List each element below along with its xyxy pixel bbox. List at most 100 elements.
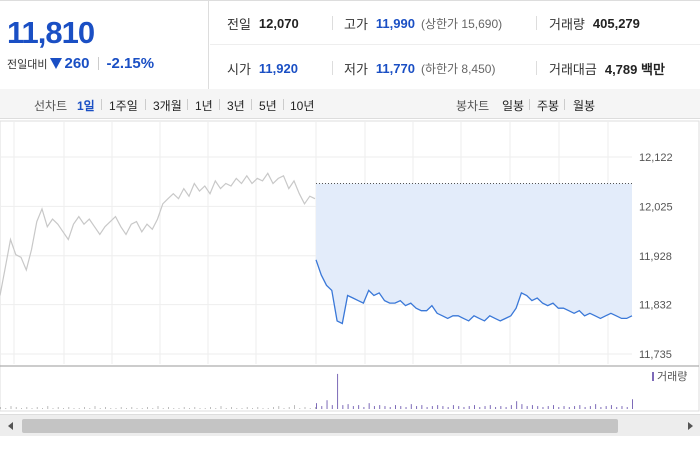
- volume-bar: [120, 407, 122, 409]
- volume-bar: [204, 408, 206, 409]
- tab-1-year[interactable]: 1년: [195, 99, 213, 113]
- stats-divider: [332, 16, 333, 30]
- volume-bar: [395, 405, 396, 409]
- y-tick-label: 11,735: [639, 349, 672, 361]
- tab-10-years[interactable]: 10년: [290, 99, 315, 113]
- volume-legend-label: 거래량: [657, 370, 687, 383]
- change-row: 전일대비 260 -2.15%: [7, 55, 154, 72]
- volume-bar: [15, 407, 17, 409]
- open-value: 11,920: [258, 60, 298, 76]
- stats-divider: [536, 61, 537, 75]
- volume-bar: [521, 404, 523, 409]
- volume-bar: [447, 407, 449, 409]
- volume-bar: [31, 408, 33, 409]
- tab-daily-candle[interactable]: 일봉: [502, 99, 525, 113]
- volume-bar: [63, 408, 64, 409]
- today-price-line: [315, 259, 633, 325]
- tab-divider: [145, 99, 146, 110]
- trade-value-cell: 거래대금 4,789 백만: [549, 46, 665, 90]
- volume-bar: [157, 406, 159, 409]
- tab-3-years[interactable]: 3년: [227, 99, 245, 113]
- today-area-fill: [316, 183, 632, 324]
- tab-1-day[interactable]: 1일: [77, 99, 95, 113]
- tab-divider: [187, 99, 188, 110]
- volume-bar: [220, 406, 222, 409]
- arrow-left-icon: [7, 422, 13, 430]
- volume-bar: [168, 407, 169, 409]
- down-triangle-icon: [50, 58, 63, 69]
- volume-bar: [89, 408, 91, 409]
- tab-monthly-candle[interactable]: 월봉: [573, 99, 596, 113]
- volume-bar: [605, 406, 607, 409]
- volume-legend-swatch: [652, 372, 654, 381]
- volume-bar: [183, 407, 185, 409]
- change-percent: -2.15%: [106, 55, 155, 72]
- current-price: 11,810: [7, 15, 95, 50]
- volume-bar: [257, 407, 259, 409]
- stats-divider: [332, 61, 333, 75]
- volume-bar: [589, 406, 591, 409]
- stats-row-2: 시가 11,920 저가 11,770 (하한가 8,450) 거래대금 4,7…: [210, 46, 700, 90]
- volume-bar: [304, 407, 306, 409]
- stats-row-1: 전일 12,070 고가 11,990 (상한가 15,690) 거래량 405…: [210, 1, 700, 45]
- volume-bar: [194, 407, 196, 409]
- volume-bar: [373, 406, 375, 409]
- volume-bar: [489, 405, 491, 409]
- volume-bar: [10, 406, 12, 409]
- volume-bar: [278, 406, 280, 409]
- volume-bar: [141, 408, 143, 409]
- line-chart-label: 선차트: [34, 99, 68, 113]
- chart-fill-layer: [316, 182, 632, 324]
- volume-bar: [262, 408, 264, 409]
- volume-bar: [537, 406, 539, 409]
- volume-bar: [479, 407, 481, 409]
- volume-bar: [68, 407, 70, 409]
- tab-5-years[interactable]: 5년: [259, 99, 277, 113]
- volume-bar: [273, 407, 274, 409]
- volume-bar: [5, 408, 7, 409]
- volume-bar: [131, 407, 133, 409]
- volume-bar: [241, 408, 243, 409]
- stats-divider: [536, 16, 537, 30]
- volume-bar: [500, 406, 502, 409]
- volume-bar: [225, 408, 227, 409]
- volume-bar: [531, 405, 533, 409]
- y-axis-ticks: 12,122 12,025 11,928 11,832 11,735: [639, 152, 673, 361]
- volume-bar: [352, 406, 354, 409]
- volume-bars: [0, 373, 633, 409]
- price-chart[interactable]: 12,122 12,025 11,928 11,832 11,735 거래량: [0, 120, 700, 414]
- chart-scrollbar[interactable]: [0, 414, 700, 436]
- volume-bar: [468, 406, 470, 409]
- volume-bar: [231, 407, 232, 409]
- volume-bar: [368, 403, 370, 409]
- volume-bar: [563, 406, 565, 409]
- prev-close-label: 전일: [227, 16, 251, 32]
- volume-label: 거래량: [549, 16, 585, 32]
- open-cell: 시가 11,920: [227, 46, 298, 90]
- volume-bar: [236, 408, 238, 409]
- scroll-thumb[interactable]: [22, 419, 618, 433]
- volume-bar: [105, 407, 106, 409]
- tab-weekly-candle[interactable]: 주봉: [537, 99, 560, 113]
- volume-bar: [626, 407, 628, 409]
- volume-bar: [574, 406, 576, 409]
- volume-bar: [115, 408, 117, 409]
- volume-bar: [442, 406, 444, 409]
- quote-panel: 11,810 전일대비 260 -2.15% 전일 12,070 고가 11,9…: [0, 0, 700, 90]
- volume-bar: [178, 408, 180, 409]
- tab-1-week[interactable]: 1주일: [109, 99, 138, 113]
- volume-bar: [147, 407, 148, 409]
- volume-bar: [199, 408, 201, 409]
- scroll-left-button[interactable]: [0, 415, 20, 437]
- y-tick-label: 12,025: [639, 201, 673, 213]
- volume-bar: [431, 406, 433, 409]
- volume-bar: [452, 405, 454, 409]
- prev-close-cell: 전일 12,070: [227, 1, 299, 45]
- tab-3-months[interactable]: 3개월: [153, 99, 182, 113]
- volume-bar: [516, 401, 518, 409]
- volume-bar: [246, 407, 248, 409]
- scroll-right-button[interactable]: [680, 415, 700, 437]
- tab-divider: [529, 99, 530, 110]
- high-value: 11,990: [375, 15, 415, 31]
- volume-bar: [421, 405, 423, 409]
